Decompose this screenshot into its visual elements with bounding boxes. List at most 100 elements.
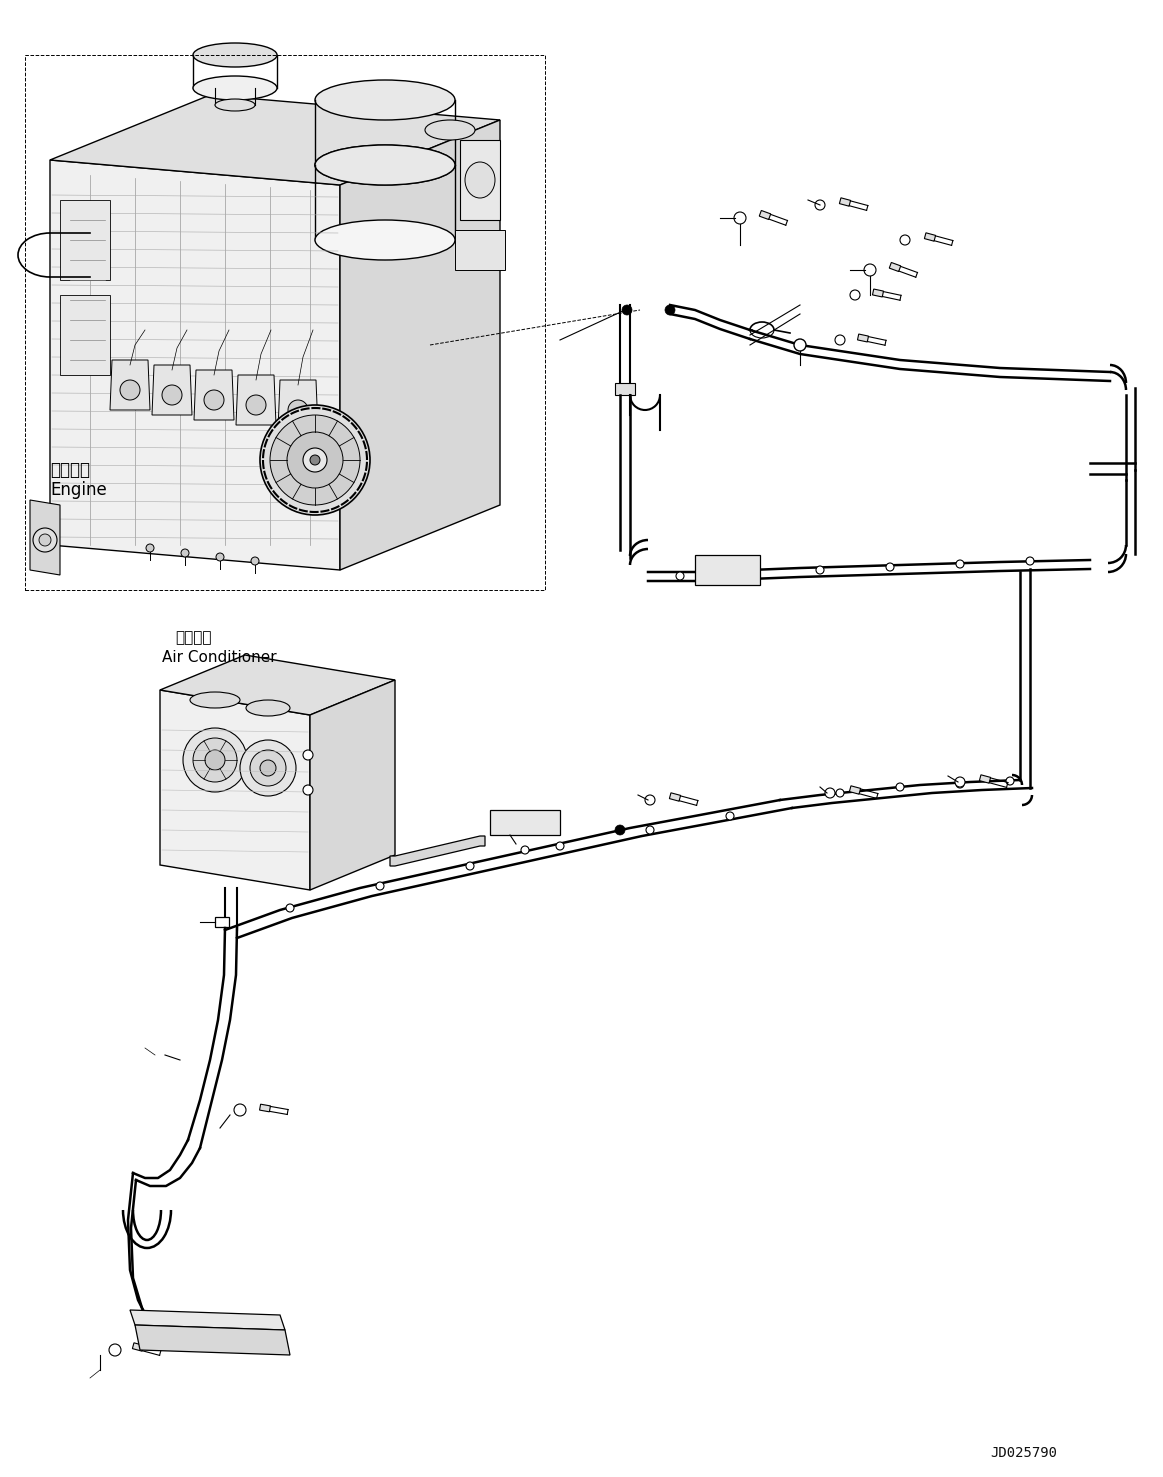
Text: JD025790: JD025790 [990,1446,1057,1459]
Polygon shape [160,654,395,715]
Circle shape [900,235,909,245]
Ellipse shape [193,43,277,66]
Polygon shape [390,836,485,866]
Polygon shape [259,1105,271,1112]
Ellipse shape [190,693,240,707]
Polygon shape [278,380,317,430]
Circle shape [745,569,754,578]
Circle shape [726,812,734,820]
Circle shape [109,1344,121,1356]
Ellipse shape [315,145,455,185]
Circle shape [234,1103,247,1117]
Polygon shape [236,375,276,425]
Ellipse shape [315,145,455,185]
Circle shape [40,535,51,546]
Circle shape [676,572,684,580]
Circle shape [288,400,308,419]
Polygon shape [490,809,561,835]
Circle shape [665,304,675,315]
Polygon shape [695,555,759,585]
Polygon shape [110,360,150,411]
Bar [60,295,110,375]
Circle shape [311,455,320,465]
Circle shape [205,750,224,770]
Text: エンジン: エンジン [50,461,90,479]
Bar [461,140,500,220]
Polygon shape [311,679,395,891]
Circle shape [556,842,564,849]
Circle shape [521,846,529,854]
Circle shape [251,557,259,566]
Circle shape [304,750,313,761]
Circle shape [162,385,181,405]
Ellipse shape [247,700,290,716]
Ellipse shape [465,162,495,198]
Polygon shape [759,210,771,220]
Bar [615,383,635,394]
Circle shape [193,738,237,781]
Circle shape [794,340,806,352]
Bar [215,917,229,928]
Circle shape [956,560,964,569]
Circle shape [622,304,632,315]
Circle shape [287,431,343,487]
Text: Air Conditioner: Air Conditioner [162,650,277,666]
Circle shape [864,264,876,276]
Polygon shape [925,233,935,241]
Polygon shape [872,289,884,297]
Circle shape [815,199,825,210]
Polygon shape [849,786,861,795]
Ellipse shape [315,220,455,260]
Circle shape [886,563,894,572]
Circle shape [261,405,370,515]
Circle shape [1026,557,1034,566]
Circle shape [956,780,964,789]
Circle shape [181,549,190,557]
Text: エアコン: エアコン [174,631,212,645]
Circle shape [120,380,140,400]
Circle shape [835,335,846,346]
Polygon shape [133,1343,143,1351]
Ellipse shape [193,75,277,100]
Circle shape [147,544,154,552]
Bar [455,230,505,270]
Ellipse shape [315,80,455,120]
Circle shape [183,728,247,792]
Circle shape [734,213,745,225]
Circle shape [286,904,294,911]
Circle shape [261,761,276,775]
Circle shape [645,795,655,805]
Circle shape [250,750,286,786]
Circle shape [645,826,654,835]
Circle shape [33,527,57,552]
Polygon shape [50,160,340,570]
Circle shape [376,882,384,891]
Circle shape [955,777,965,787]
Ellipse shape [424,120,475,140]
Polygon shape [30,501,60,575]
Circle shape [466,863,475,870]
Circle shape [270,415,361,505]
Ellipse shape [215,99,255,111]
Circle shape [825,789,835,798]
Polygon shape [152,365,192,415]
Polygon shape [857,334,869,343]
Polygon shape [979,775,991,783]
Polygon shape [160,690,311,891]
Polygon shape [340,120,500,570]
Polygon shape [50,95,500,185]
Circle shape [896,783,904,792]
Circle shape [850,289,859,300]
Polygon shape [194,371,234,419]
Circle shape [615,826,625,835]
Circle shape [216,552,224,561]
Polygon shape [135,1325,290,1354]
Circle shape [304,448,327,473]
Text: Engine: Engine [50,482,107,499]
Circle shape [816,566,825,575]
Circle shape [836,789,844,798]
Polygon shape [890,263,900,272]
Polygon shape [670,793,680,801]
Bar [24,55,545,589]
Circle shape [247,394,266,415]
